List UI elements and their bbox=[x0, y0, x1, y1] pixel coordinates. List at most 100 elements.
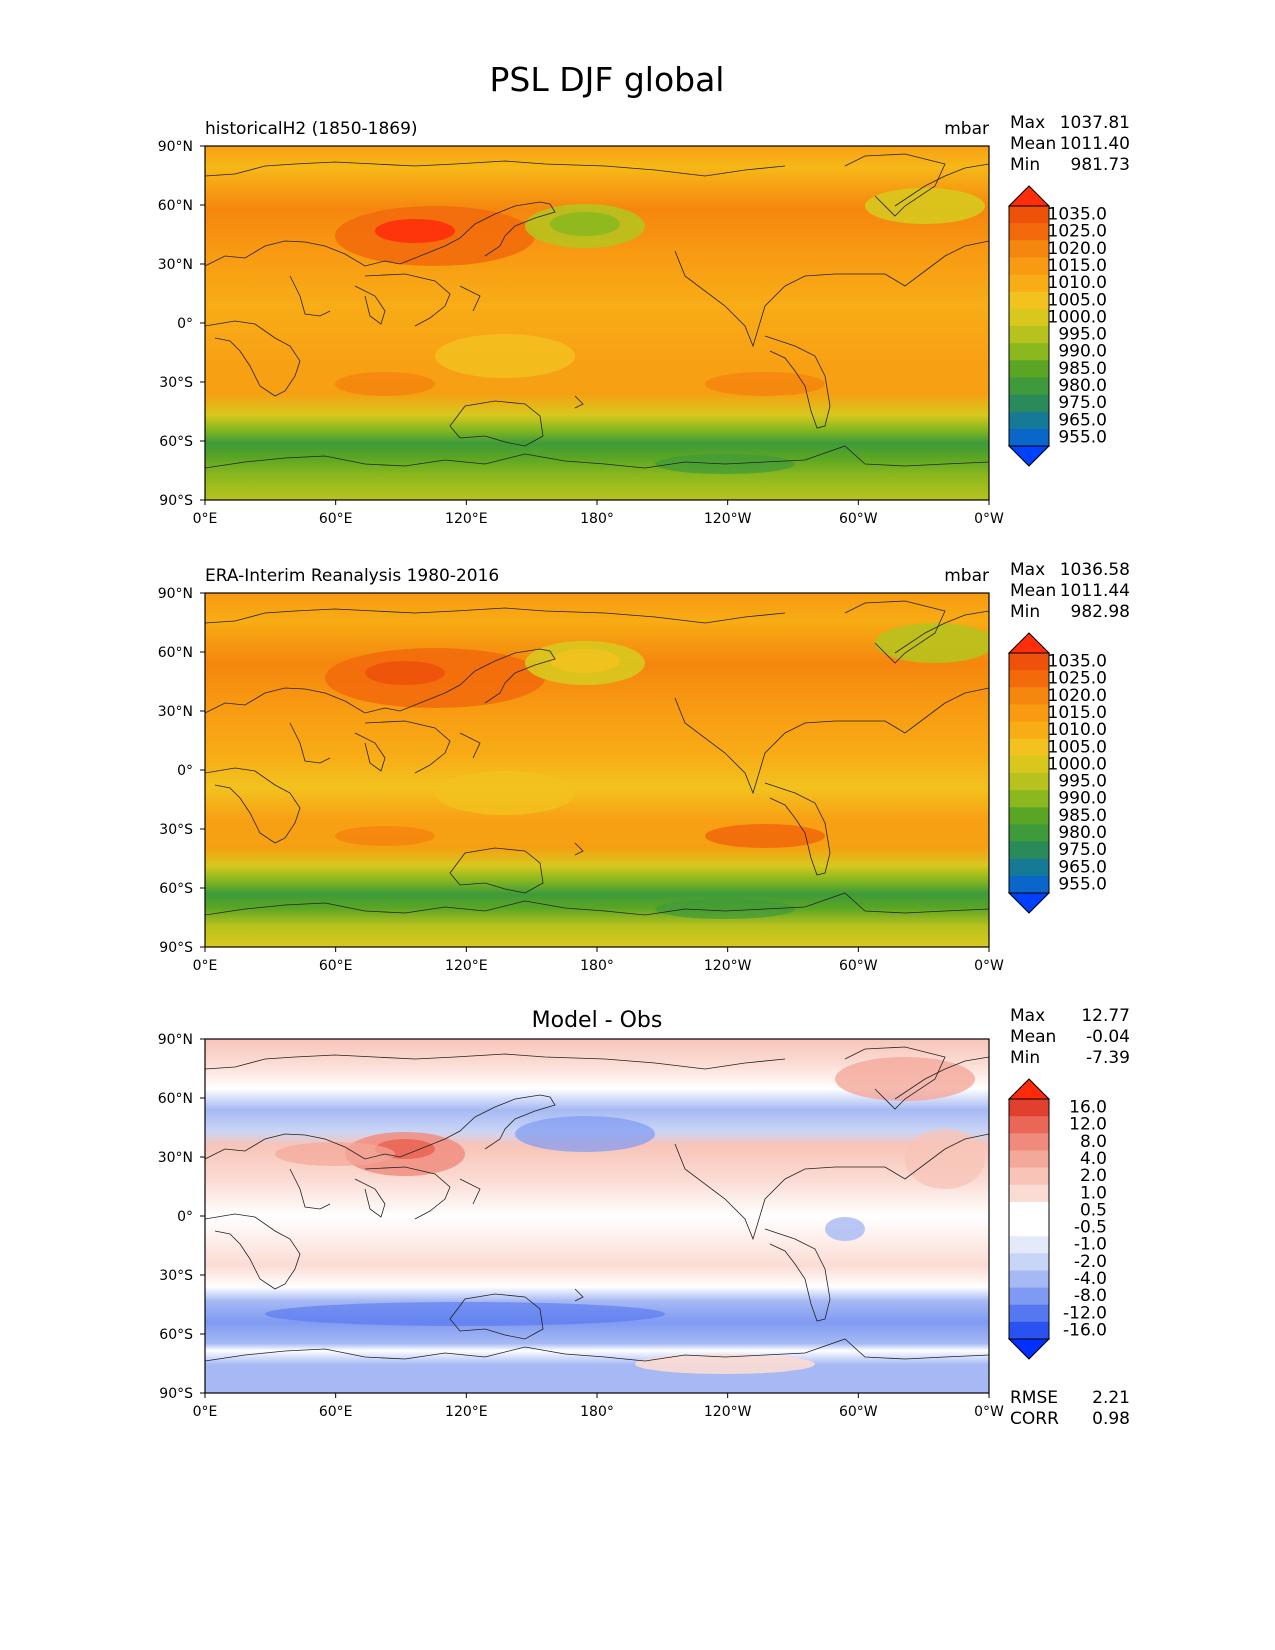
field-contour bbox=[655, 899, 795, 919]
colorbar-label: 965.0 bbox=[1058, 857, 1107, 877]
colorbar-extend-max bbox=[1007, 185, 1051, 207]
colorbar-segment bbox=[1009, 755, 1049, 774]
colorbar-segment bbox=[1009, 670, 1049, 688]
colorbar-segment bbox=[1009, 1184, 1049, 1203]
colorbar-label: 1020.0 bbox=[1048, 686, 1107, 706]
colorbar-segment bbox=[1009, 1167, 1049, 1186]
coastline bbox=[205, 892, 989, 916]
colorbar-frame bbox=[1008, 652, 1050, 894]
colorbar-label: 1005.0 bbox=[1048, 290, 1107, 310]
colorbar-segment bbox=[1009, 223, 1049, 241]
map-field bbox=[204, 145, 990, 501]
y-tick-label: 30°S bbox=[159, 822, 193, 838]
x-tick-label: 60°W bbox=[839, 1404, 878, 1420]
colorbar-label: 16.0 bbox=[1069, 1098, 1107, 1118]
coastline bbox=[205, 320, 301, 397]
x-tick-label: 0°E bbox=[193, 958, 218, 974]
colorbar-segment bbox=[1009, 1099, 1049, 1117]
coastline bbox=[674, 240, 989, 348]
stat-label: Mean bbox=[1010, 1027, 1056, 1047]
coastline bbox=[894, 610, 989, 654]
colorbar-label: 990.0 bbox=[1058, 789, 1107, 809]
colorbar-extend-min bbox=[1007, 1338, 1051, 1360]
colorbar-label: 985.0 bbox=[1058, 806, 1107, 826]
figure-title: PSL DJF global bbox=[490, 60, 725, 99]
colorbar-segment bbox=[1009, 687, 1049, 705]
stat-value: 1011.40 bbox=[1060, 134, 1130, 154]
x-tick-label: 180° bbox=[580, 1404, 614, 1420]
colorbar-segment bbox=[1009, 1304, 1049, 1323]
field-contour bbox=[435, 334, 575, 378]
metric-label: RMSE bbox=[1010, 1388, 1058, 1408]
coastline bbox=[449, 847, 544, 894]
colorbar-segment bbox=[1009, 240, 1049, 258]
colorbar-label: -8.0 bbox=[1074, 1286, 1107, 1306]
colorbar-segment bbox=[1009, 411, 1049, 430]
coastline bbox=[205, 201, 556, 267]
colorbar-segment bbox=[1009, 206, 1049, 224]
x-tick-label: 0°E bbox=[193, 511, 218, 527]
colorbar-segment bbox=[1009, 824, 1049, 843]
colorbar-label: 955.0 bbox=[1058, 427, 1107, 447]
coastline bbox=[205, 445, 989, 469]
map-clip bbox=[205, 146, 989, 500]
colorbar-extend-min bbox=[1007, 445, 1051, 467]
y-tick-label: 30°S bbox=[159, 1268, 193, 1284]
stat-label: Mean bbox=[1010, 581, 1056, 601]
stat-value: 982.98 bbox=[1071, 602, 1130, 622]
coastline bbox=[205, 607, 786, 624]
coastline bbox=[894, 163, 989, 207]
colorbar-label: 1015.0 bbox=[1048, 703, 1107, 723]
map-field bbox=[204, 592, 990, 948]
field-contour bbox=[335, 372, 435, 396]
coastline bbox=[205, 160, 786, 177]
coastline bbox=[459, 1178, 481, 1205]
colorbar-segment bbox=[1009, 875, 1049, 894]
y-tick-label: 60°N bbox=[158, 198, 193, 214]
x-tick-label: 0°E bbox=[193, 1404, 218, 1420]
coastline bbox=[574, 842, 584, 856]
field-contour bbox=[265, 1302, 665, 1326]
colorbar-segment bbox=[1009, 1236, 1049, 1254]
colorbar-segment bbox=[1009, 1270, 1049, 1289]
colorbar-label: 980.0 bbox=[1058, 376, 1107, 396]
panel-2: 0°E 60°E 120°E 180° 120°W 60°W 0°W 90°N 60°N 30°N… bbox=[158, 560, 1130, 974]
y-tick-label: 90°N bbox=[158, 586, 193, 602]
colorbar-label: 1000.0 bbox=[1048, 307, 1107, 327]
panel-title: Model - Obs bbox=[532, 1008, 663, 1033]
x-tick-label: 0°W bbox=[974, 511, 1004, 527]
colorbar-label: 995.0 bbox=[1058, 325, 1107, 345]
stat-value: 12.77 bbox=[1081, 1006, 1130, 1026]
colorbar-label: 1035.0 bbox=[1048, 205, 1107, 225]
colorbar-label: 0.5 bbox=[1080, 1200, 1107, 1220]
colorbar-segment bbox=[1009, 1287, 1049, 1306]
colorbar-segment bbox=[1009, 326, 1049, 344]
colorbar-label: 965.0 bbox=[1058, 410, 1107, 430]
stat-value: 1011.44 bbox=[1060, 581, 1130, 601]
colorbar-label: -2.0 bbox=[1074, 1252, 1107, 1272]
colorbar-segment bbox=[1009, 308, 1049, 327]
map-field bbox=[204, 1038, 990, 1394]
colorbar-label: 8.0 bbox=[1080, 1132, 1107, 1152]
coastline bbox=[205, 767, 301, 844]
y-tick-label: 60°N bbox=[158, 645, 193, 661]
coastline bbox=[674, 1133, 989, 1241]
x-tick-label: 0°W bbox=[974, 958, 1004, 974]
x-tick-label: 120°E bbox=[445, 958, 488, 974]
panel-title: historicalH2 (1850-1869) bbox=[205, 119, 418, 139]
field-contour bbox=[365, 661, 445, 685]
y-tick-label: 60°N bbox=[158, 1091, 193, 1107]
colorbar-segment bbox=[1009, 807, 1049, 825]
field-contour bbox=[375, 219, 455, 243]
coastline bbox=[354, 732, 386, 772]
x-tick-label: 60°E bbox=[319, 958, 353, 974]
colorbar-segment bbox=[1009, 738, 1049, 757]
field-contour bbox=[335, 826, 435, 846]
field-contour bbox=[865, 188, 985, 224]
stat-label: Max bbox=[1010, 1006, 1045, 1026]
panel-units: mbar bbox=[944, 566, 989, 586]
y-tick-label: 90°N bbox=[158, 1032, 193, 1048]
coastline bbox=[364, 273, 451, 327]
colorbar-segment bbox=[1009, 291, 1049, 310]
colorbar-segment bbox=[1009, 360, 1049, 378]
